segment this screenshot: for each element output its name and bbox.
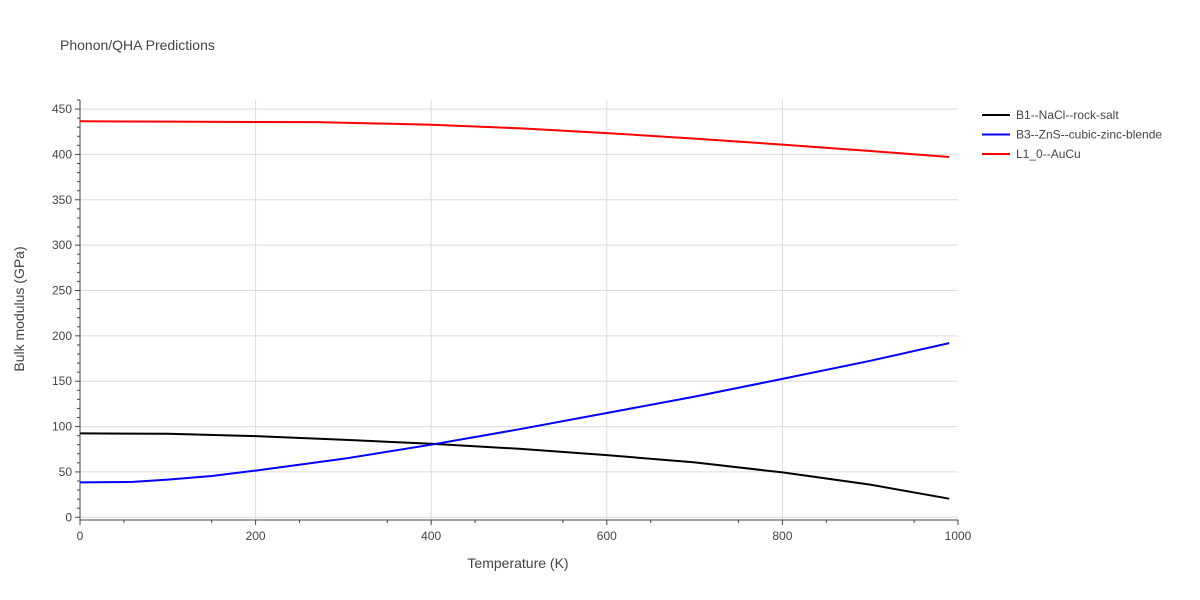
legend-item[interactable]: L1_0--AuCu — [982, 147, 1081, 161]
y-tick-label: 400 — [52, 147, 72, 161]
legend-item[interactable]: B1--NaCl--rock-salt — [982, 108, 1119, 122]
series-line-1[interactable] — [79, 342, 950, 484]
y-tick-label: 50 — [59, 465, 73, 479]
x-tick-label: 200 — [246, 529, 266, 543]
y-tick-label: 250 — [52, 283, 72, 297]
x-tick-label: 400 — [421, 529, 441, 543]
series-lines — [79, 120, 950, 500]
chart-title: Phonon/QHA Predictions — [60, 37, 215, 53]
legend-item[interactable]: B3--ZnS--cubic-zinc-blende — [982, 128, 1162, 142]
y-tick-label: 350 — [52, 193, 72, 207]
y-tick-label: 200 — [52, 329, 72, 343]
legend[interactable]: B1--NaCl--rock-salt B3--ZnS--cubic-zinc-b… — [982, 108, 1162, 161]
y-tick-label: 100 — [52, 420, 72, 434]
gridlines — [80, 100, 958, 520]
axes — [75, 100, 959, 525]
x-tick-labels: 0 200 400 600 800 1000 — [77, 529, 972, 543]
series-line-0[interactable] — [79, 432, 950, 500]
y-tick-label: 0 — [65, 510, 72, 524]
x-axis-title: Temperature (K) — [467, 555, 568, 571]
legend-label: L1_0--AuCu — [1016, 147, 1081, 161]
x-tick-label: 0 — [77, 529, 84, 543]
y-tick-label: 300 — [52, 238, 72, 252]
x-tick-label: 1000 — [945, 529, 972, 543]
series-line-2[interactable] — [79, 120, 950, 158]
legend-label: B1--NaCl--rock-salt — [1016, 108, 1119, 122]
y-axis-title: Bulk modulus (GPa) — [11, 246, 27, 371]
y-tick-label: 150 — [52, 374, 72, 388]
x-tick-label: 800 — [772, 529, 792, 543]
legend-label: B3--ZnS--cubic-zinc-blende — [1016, 128, 1162, 142]
y-tick-label: 450 — [52, 102, 72, 116]
y-tick-labels: 0 50 100 150 200 250 300 350 400 450 — [52, 102, 72, 524]
x-tick-label: 600 — [597, 529, 617, 543]
